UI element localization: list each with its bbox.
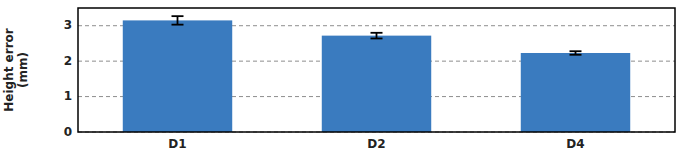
x-tick-label: D4 <box>566 137 584 151</box>
error-bar <box>172 16 184 25</box>
y-tick-label: 0 <box>64 125 72 139</box>
chart-container: 0 1 2 3 D1 D2 D4 Height error(mm) <box>0 0 685 156</box>
bar <box>521 53 630 132</box>
bar <box>123 20 232 132</box>
y-tick-label: 1 <box>64 89 72 103</box>
x-tick-label: D2 <box>367 137 385 151</box>
error-bar <box>371 33 383 39</box>
x-tick-label: D1 <box>168 137 186 151</box>
chart-svg: 0 1 2 3 D1 D2 D4 Height error(mm) <box>0 0 685 156</box>
y-tick-label: 3 <box>64 18 72 32</box>
plot-frame <box>78 8 675 132</box>
y-axis-label: Height error(mm) <box>2 28 30 112</box>
marks <box>123 16 630 132</box>
bar <box>322 36 431 132</box>
error-bar <box>570 51 582 55</box>
y-tick-label: 2 <box>64 54 72 68</box>
